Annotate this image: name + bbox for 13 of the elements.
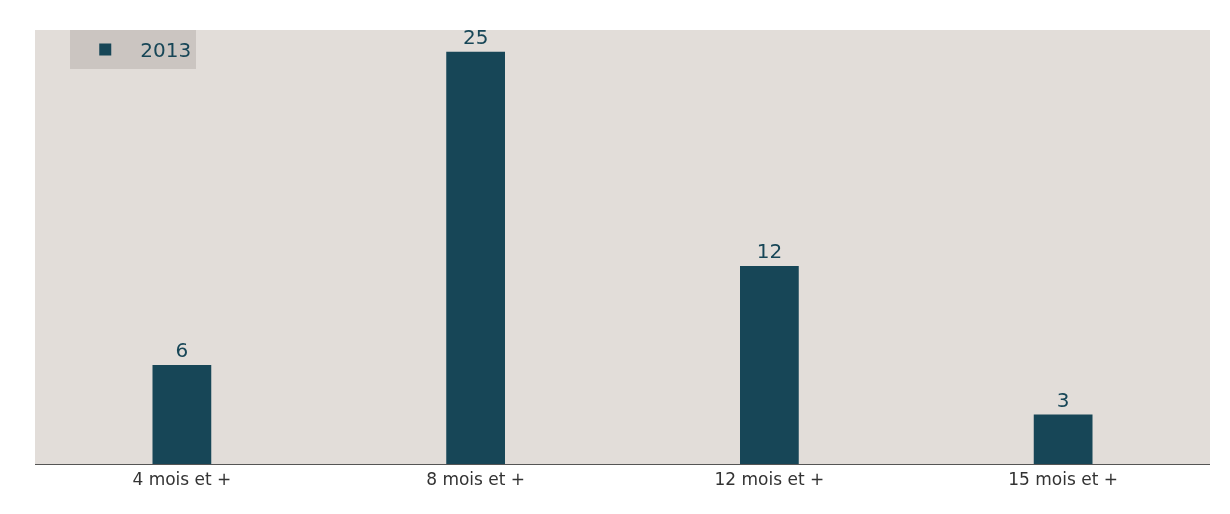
bar bbox=[1033, 414, 1093, 464]
data-label: 12 bbox=[756, 239, 783, 264]
data-label: 25 bbox=[462, 24, 489, 49]
x-tick-label: 8 mois et + bbox=[426, 469, 526, 490]
data-label: 6 bbox=[175, 338, 189, 363]
data-label: 3 bbox=[1056, 387, 1070, 412]
x-tick-label: 15 mois et + bbox=[1008, 469, 1119, 490]
bar bbox=[152, 365, 212, 464]
x-tick-label: 4 mois et + bbox=[132, 469, 232, 490]
x-tick-label: 12 mois et + bbox=[714, 469, 825, 490]
bar bbox=[446, 51, 505, 464]
legend-label: 2013 bbox=[140, 38, 192, 63]
bar bbox=[740, 266, 799, 464]
